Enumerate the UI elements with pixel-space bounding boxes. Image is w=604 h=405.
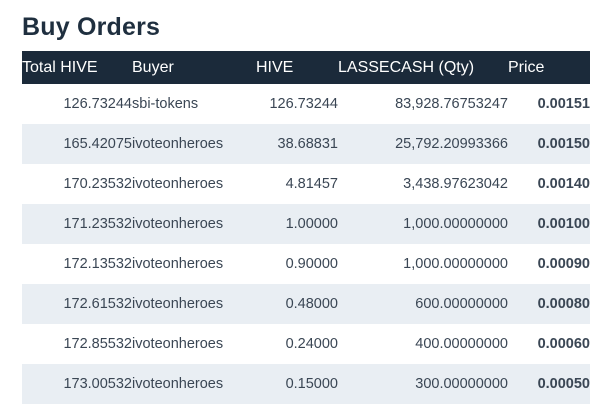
- table-row[interactable]: 172.13532 ivoteonheroes 0.90000 1,000.00…: [22, 244, 590, 284]
- table-row[interactable]: 170.23532 ivoteonheroes 4.81457 3,438.97…: [22, 164, 590, 204]
- cell-qty: 1,000.00000000: [403, 216, 508, 232]
- cell-hive: 126.73244: [269, 96, 338, 112]
- cell-total-hive: 172.13532: [63, 256, 132, 272]
- column-header-buyer[interactable]: Buyer: [132, 58, 174, 76]
- cell-buyer[interactable]: ivoteonheroes: [132, 136, 224, 152]
- cell-hive: 0.90000: [285, 256, 338, 272]
- table-row[interactable]: 172.61532 ivoteonheroes 0.48000 600.0000…: [22, 284, 590, 324]
- cell-price: 0.00151: [537, 96, 590, 112]
- cell-price: 0.00100: [537, 216, 590, 232]
- cell-hive: 4.81457: [285, 176, 338, 192]
- buy-orders-table: Total HIVE Buyer HIVE LASSECASH (Qty) Pr…: [22, 51, 590, 404]
- cell-total-hive: 173.00532: [63, 376, 132, 392]
- cell-total-hive: 170.23532: [63, 176, 132, 192]
- table-row[interactable]: 126.73244 sbi-tokens 126.73244 83,928.76…: [22, 84, 590, 124]
- cell-total-hive: 172.85532: [63, 336, 132, 352]
- table-body: 126.73244 sbi-tokens 126.73244 83,928.76…: [22, 84, 590, 404]
- cell-buyer[interactable]: ivoteonheroes: [132, 216, 224, 232]
- cell-qty: 600.00000000: [415, 296, 508, 312]
- table-row[interactable]: 171.23532 ivoteonheroes 1.00000 1,000.00…: [22, 204, 590, 244]
- table-header-row: Total HIVE Buyer HIVE LASSECASH (Qty) Pr…: [22, 51, 590, 84]
- cell-hive: 0.15000: [285, 376, 338, 392]
- cell-qty: 300.00000000: [415, 376, 508, 392]
- cell-buyer[interactable]: ivoteonheroes: [132, 176, 224, 192]
- cell-price: 0.00090: [537, 256, 590, 272]
- cell-hive: 38.68831: [277, 136, 338, 152]
- cell-price: 0.00050: [537, 376, 590, 392]
- cell-buyer[interactable]: sbi-tokens: [132, 96, 199, 112]
- cell-qty: 83,928.76753247: [395, 96, 508, 112]
- column-header-price[interactable]: Price: [508, 58, 545, 76]
- column-header-qty[interactable]: LASSECASH (Qty): [338, 58, 475, 76]
- column-header-hive[interactable]: HIVE: [256, 58, 294, 76]
- table-row[interactable]: 165.42075 ivoteonheroes 38.68831 25,792.…: [22, 124, 590, 164]
- cell-hive: 0.24000: [285, 336, 338, 352]
- cell-qty: 25,792.20993366: [395, 136, 508, 152]
- cell-price: 0.00080: [537, 296, 590, 312]
- column-header-total-hive[interactable]: Total HIVE: [22, 58, 98, 76]
- table-row[interactable]: 173.00532 ivoteonheroes 0.15000 300.0000…: [22, 364, 590, 404]
- cell-total-hive: 165.42075: [63, 136, 132, 152]
- page-title: Buy Orders: [22, 13, 161, 41]
- cell-buyer[interactable]: ivoteonheroes: [132, 256, 224, 272]
- cell-price: 0.00150: [537, 136, 590, 152]
- table-row[interactable]: 172.85532 ivoteonheroes 0.24000 400.0000…: [22, 324, 590, 364]
- cell-qty: 3,438.97623042: [403, 176, 508, 192]
- cell-qty: 400.00000000: [415, 336, 508, 352]
- cell-qty: 1,000.00000000: [403, 256, 508, 272]
- cell-buyer[interactable]: ivoteonheroes: [132, 376, 224, 392]
- cell-price: 0.00060: [537, 336, 590, 352]
- cell-buyer[interactable]: ivoteonheroes: [132, 296, 224, 312]
- cell-hive: 0.48000: [285, 296, 338, 312]
- cell-total-hive: 171.23532: [63, 216, 132, 232]
- cell-buyer[interactable]: ivoteonheroes: [132, 336, 224, 352]
- cell-total-hive: 172.61532: [63, 296, 132, 312]
- cell-total-hive: 126.73244: [63, 96, 132, 112]
- cell-hive: 1.00000: [285, 216, 338, 232]
- cell-price: 0.00140: [537, 176, 590, 192]
- table-header: Total HIVE Buyer HIVE LASSECASH (Qty) Pr…: [22, 51, 590, 84]
